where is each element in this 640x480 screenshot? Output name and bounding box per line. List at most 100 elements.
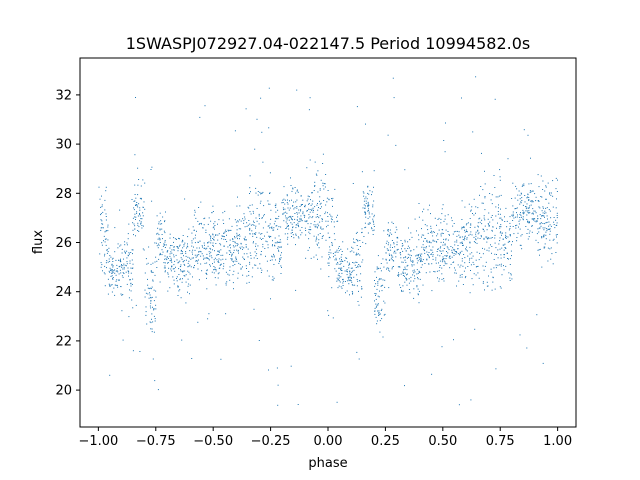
- data-point: [150, 288, 152, 290]
- data-point: [402, 250, 404, 252]
- data-point: [479, 221, 481, 223]
- data-point: [475, 266, 477, 268]
- data-point: [422, 284, 424, 286]
- data-point: [304, 204, 306, 206]
- data-point: [138, 226, 140, 228]
- data-point: [426, 241, 428, 243]
- data-point: [454, 269, 456, 271]
- data-point: [122, 272, 124, 274]
- data-point: [526, 210, 528, 212]
- data-point: [423, 234, 425, 236]
- data-point: [367, 223, 369, 225]
- data-point: [354, 242, 356, 244]
- data-point: [360, 296, 362, 298]
- data-point: [206, 270, 208, 272]
- data-point: [292, 226, 294, 228]
- data-point: [150, 263, 152, 265]
- data-point: [287, 207, 289, 209]
- data-point: [367, 185, 369, 187]
- data-point: [121, 294, 123, 296]
- data-point: [150, 169, 152, 170]
- data-point: [459, 274, 461, 276]
- data-point: [443, 220, 445, 222]
- data-point: [317, 258, 318, 260]
- data-point: [507, 236, 509, 238]
- data-point: [404, 259, 406, 261]
- data-point: [220, 264, 222, 266]
- data-point: [130, 279, 131, 281]
- data-point: [553, 221, 555, 223]
- data-point: [456, 230, 458, 232]
- data-point: [217, 254, 219, 256]
- data-point: [462, 239, 464, 240]
- data-point: [528, 207, 530, 209]
- data-point: [182, 261, 184, 263]
- data-point: [523, 213, 524, 215]
- data-point: [418, 271, 420, 273]
- data-point: [509, 235, 511, 237]
- data-point: [355, 261, 357, 263]
- data-point: [158, 258, 160, 260]
- data-point: [497, 211, 499, 212]
- data-point: [461, 258, 463, 260]
- data-point: [426, 259, 428, 261]
- data-point: [182, 240, 184, 242]
- data-point: [341, 259, 342, 261]
- x-tick-label: 0.00: [314, 434, 343, 449]
- data-point: [110, 275, 112, 277]
- data-point: [522, 216, 524, 218]
- data-point: [404, 281, 406, 283]
- data-point: [508, 229, 510, 231]
- data-point: [493, 267, 495, 269]
- data-point: [136, 212, 138, 214]
- data-point: [213, 236, 215, 238]
- data-point: [544, 212, 546, 214]
- data-point: [302, 204, 303, 205]
- data-point: [179, 289, 181, 291]
- data-point: [479, 252, 481, 254]
- data-point: [475, 212, 476, 214]
- data-point: [552, 239, 554, 241]
- data-point: [308, 208, 310, 210]
- data-point: [266, 241, 268, 243]
- data-point: [130, 285, 132, 287]
- data-point: [463, 254, 465, 255]
- data-point: [308, 109, 310, 111]
- data-point: [543, 236, 544, 238]
- data-point: [318, 225, 320, 227]
- data-point: [210, 265, 211, 267]
- data-point: [378, 268, 380, 270]
- data-point: [133, 223, 135, 225]
- data-point: [293, 222, 295, 224]
- data-point: [169, 255, 171, 257]
- data-point: [292, 216, 294, 217]
- data-point: [180, 297, 182, 299]
- data-point: [147, 262, 149, 264]
- data-point: [483, 238, 485, 240]
- data-point: [334, 239, 336, 241]
- data-point: [108, 258, 110, 260]
- data-point: [393, 266, 394, 267]
- data-point: [333, 226, 335, 228]
- data-point: [243, 258, 245, 260]
- data-point: [321, 218, 323, 220]
- data-point: [329, 249, 331, 251]
- data-point: [249, 187, 251, 189]
- data-point: [451, 249, 453, 251]
- data-point: [456, 235, 458, 237]
- data-point: [218, 251, 220, 253]
- data-point: [498, 195, 500, 197]
- data-point: [531, 213, 533, 215]
- data-point: [531, 200, 533, 202]
- data-point: [254, 264, 256, 266]
- data-point: [158, 234, 160, 236]
- data-point: [102, 270, 103, 272]
- data-point: [503, 244, 505, 246]
- data-point: [444, 243, 446, 245]
- data-point: [474, 226, 476, 228]
- data-point: [194, 237, 196, 239]
- data-point: [541, 237, 543, 239]
- data-point: [282, 207, 284, 209]
- data-point: [364, 213, 366, 215]
- data-point: [471, 206, 473, 208]
